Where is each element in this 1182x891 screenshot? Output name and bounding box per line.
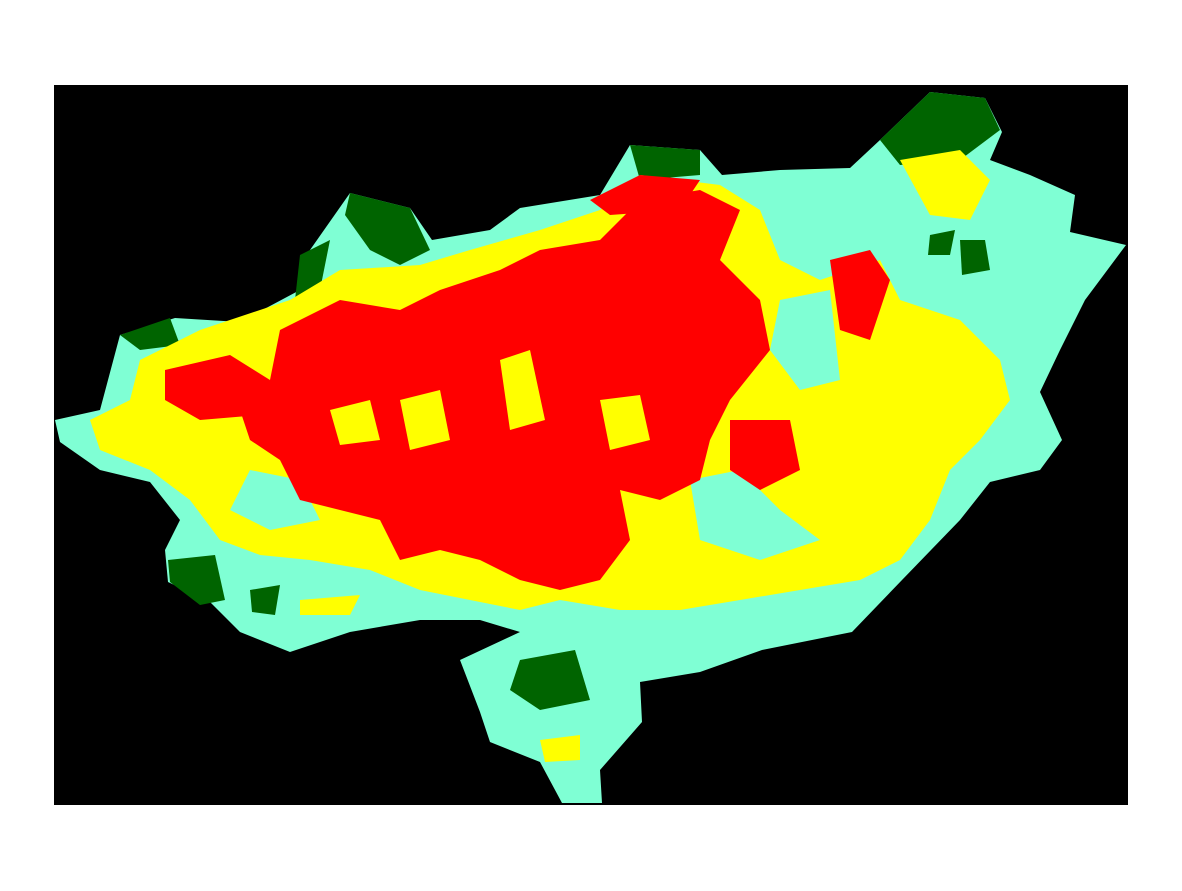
forest-patch bbox=[960, 240, 990, 275]
high-patch bbox=[830, 250, 890, 340]
low-inlier bbox=[770, 290, 840, 390]
medium-patch bbox=[900, 150, 990, 220]
forest-patch bbox=[630, 145, 700, 180]
forest-patch bbox=[168, 555, 225, 605]
forest-patch bbox=[345, 193, 430, 265]
medium-inlier bbox=[400, 390, 450, 450]
region bbox=[55, 92, 1126, 803]
high-patch bbox=[730, 420, 800, 490]
medium-patch bbox=[540, 735, 580, 762]
forest-patch bbox=[510, 650, 590, 710]
medium-patch bbox=[300, 595, 360, 615]
medium-inlier bbox=[600, 395, 650, 450]
forest-patch bbox=[120, 318, 180, 350]
forest-patch bbox=[250, 585, 280, 615]
medium-inliers bbox=[330, 350, 650, 450]
high-patch bbox=[590, 175, 700, 215]
low-inlier bbox=[690, 470, 820, 560]
medium-inlier bbox=[500, 350, 545, 430]
forest-patch bbox=[928, 230, 955, 255]
forest-patch bbox=[295, 240, 330, 300]
forest-patch bbox=[880, 92, 1000, 165]
forest-patches bbox=[120, 92, 1000, 710]
high-patch bbox=[165, 355, 270, 420]
medium-inlier bbox=[330, 400, 380, 445]
